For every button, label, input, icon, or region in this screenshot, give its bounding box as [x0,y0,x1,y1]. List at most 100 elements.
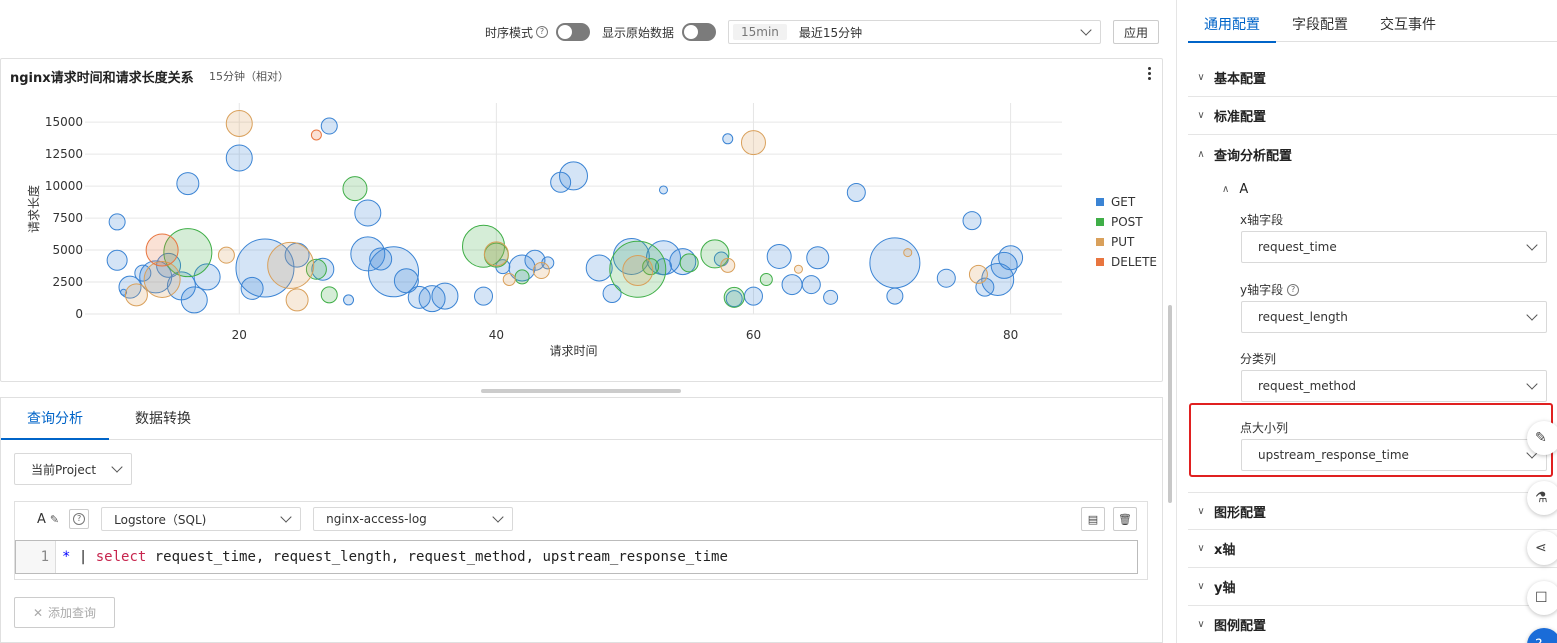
section-query-config[interactable]: ∧ 查询分析配置 [1188,135,1557,173]
section-title: 基本配置 [1214,72,1267,87]
chevron-down-icon [1526,239,1538,251]
help-chat-icon[interactable]: ? [1527,628,1557,643]
chevron-down-icon: ∨ [1197,72,1205,83]
data-point [514,269,530,285]
more-menu-icon[interactable] [1148,67,1152,82]
code-fields: request_time, request_length, request_me… [146,549,728,565]
category-select[interactable]: request_method [1241,370,1547,402]
legend-label: DELETE [1111,255,1157,269]
data-point [962,211,982,231]
section-y-axis[interactable]: ∨ y轴 [1188,568,1557,606]
section-title: 标准配置 [1214,110,1267,125]
share-icon[interactable]: ⋖ [1527,531,1557,565]
data-point [559,161,588,191]
series-post [163,176,773,308]
data-point [886,287,904,305]
tab-field-config[interactable]: 字段配置 [1292,17,1348,33]
data-point [743,286,763,306]
chart-grid [85,103,1062,315]
tab-data-transform[interactable]: 数据转换 [135,411,191,427]
data-point [343,294,355,306]
query-letter: A [37,511,46,527]
time-range-text: 最近15分钟 [798,25,863,40]
section-x-axis[interactable]: ∨ x轴 [1188,530,1557,568]
data-point [981,262,1015,296]
section-standard-config[interactable]: ∨ 标准配置 [1188,97,1557,135]
timeseries-mode-label: 时序模式 [484,25,533,40]
tab-general-config[interactable]: 通用配置 [1188,0,1276,43]
x-field-select[interactable]: request_time [1241,231,1547,263]
y-tick-label: 15000 [45,115,83,129]
chart-legend: GET POST PUT DELETE [1096,195,1157,269]
trash-icon[interactable]: 🗑 [1113,507,1137,531]
chevron-down-icon [1526,378,1538,390]
help-icon[interactable]: ? [535,26,548,38]
section-title: y轴 [1214,581,1236,596]
data-point [766,243,792,269]
section-legend-config[interactable]: ∨ 图例配置 [1188,606,1557,643]
data-point [602,284,622,304]
time-toolbar: 时序模式 ? 显示原始数据 15min 最近15分钟 应用 [485,18,1163,46]
query-a-header[interactable]: ∧ A [1222,182,1248,197]
data-point [725,290,743,308]
chevron-down-icon [1080,24,1092,36]
legend-label: PUT [1111,235,1135,249]
feedback-icon[interactable]: ☐ [1527,581,1557,615]
config-panel: 通用配置 字段配置 交互事件 ∨ 基本配置 ∨ 标准配置 ∧ 查询分析配置 ∧ … [1176,0,1557,643]
data-point [225,144,253,172]
vertical-scrollbar[interactable] [1168,305,1172,503]
data-point [285,288,309,312]
config-tabs: 通用配置 字段配置 交互事件 [1188,0,1557,43]
data-point [722,133,734,145]
tab-query-analysis[interactable]: 查询分析 [1,398,109,440]
raw-data-toggle[interactable] [681,23,716,41]
data-point [108,213,126,231]
flask-icon[interactable]: ⚗ [1527,481,1557,515]
logstore-type-value: Logstore（SQL) [114,512,207,527]
section-title: x轴 [1214,543,1236,558]
edit-pencil-icon[interactable]: ✎ [1527,421,1557,455]
data-point [350,236,386,272]
legend-swatch [1096,238,1104,246]
x-axis-label: 请求时间 [549,344,597,358]
logstore-name-select[interactable]: nginx-access-log [313,507,514,531]
project-select[interactable]: 当前Project [14,453,132,485]
data-point [474,286,494,306]
chevron-up-icon: ∧ [1222,184,1230,195]
logstore-type-select[interactable]: Logstore（SQL) [101,507,302,531]
data-point [145,233,179,267]
apply-button[interactable]: 应用 [1112,20,1159,44]
section-graph-config[interactable]: ∨ 图形配置 [1188,492,1557,530]
data-point [975,277,995,297]
chevron-down-icon [111,461,123,473]
chart-time-subtitle: 15分钟（相对） [209,70,289,83]
legend-swatch [1096,258,1104,266]
tab-interaction-events[interactable]: 交互事件 [1380,17,1436,33]
help-icon[interactable]: ? [1287,283,1300,296]
y-tick-label: 2500 [52,275,83,289]
help-button[interactable]: ? [69,509,90,529]
highlight-box [1189,403,1553,477]
x-tick-label: 60 [746,328,761,342]
edit-pencil-icon[interactable]: ✎ [49,512,60,526]
add-query-button[interactable]: ✕ 添加查询 [14,597,115,628]
query-code[interactable]: * | select request_time, request_length,… [56,549,728,565]
series-put [124,109,988,312]
document-icon[interactable]: ▤ [1081,507,1105,531]
data-point [801,275,821,295]
section-title: 查询分析配置 [1214,148,1293,164]
section-basic-config[interactable]: ∨ 基本配置 [1188,59,1557,97]
query-editor: A ✎ ? Logstore（SQL) nginx-access-log ▤ 🗑… [14,501,1148,580]
resize-handle[interactable] [481,389,681,393]
y-field-select[interactable]: request_length [1241,301,1547,333]
timeseries-toggle[interactable] [555,23,590,41]
data-point [532,262,550,280]
chevron-down-icon [1526,309,1538,321]
size-field-select[interactable]: upstream_response_time [1241,439,1547,471]
data-point [483,241,509,267]
time-range-select[interactable]: 15min 最近15分钟 [727,20,1101,44]
code-pipe: | [70,549,96,565]
code-editor-line[interactable]: 1 * | select request_time, request_lengt… [15,540,1138,574]
data-point [393,268,419,294]
data-point [823,289,839,305]
